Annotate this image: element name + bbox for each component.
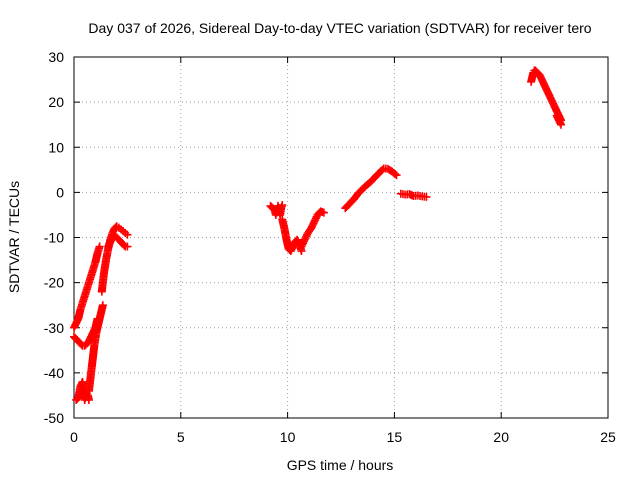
data-point (123, 230, 132, 239)
data-point (84, 395, 93, 404)
y-tick-label: 20 (48, 94, 64, 110)
data-point (557, 120, 566, 129)
data-segment-9 (341, 164, 401, 213)
tick-labels: 0 5 10 15 20 25 -50 -40 -30 -20 -10 0 10 20 30 (44, 49, 616, 445)
x-tick-label: 15 (387, 429, 403, 445)
data-point (391, 170, 400, 179)
data-segment-10 (396, 189, 431, 201)
y-tick-label: -30 (44, 320, 64, 336)
data-segment-7 (278, 215, 306, 256)
data-segment-12 (552, 111, 566, 129)
data-point (98, 301, 107, 310)
data-point (422, 192, 431, 201)
data-segment-5 (104, 231, 132, 251)
data-segment-3 (84, 301, 107, 395)
data-series (70, 66, 566, 404)
chart-title: Day 037 of 2026, Sidereal Day-to-day VTE… (88, 20, 591, 36)
data-point (378, 165, 387, 174)
x-tick-label: 25 (600, 429, 616, 445)
data-point (392, 171, 401, 180)
data-point (319, 208, 328, 217)
y-tick-label: -10 (44, 230, 64, 246)
y-tick-label: 10 (48, 139, 64, 155)
y-tick-label: 0 (56, 184, 64, 200)
grid-lines (74, 57, 608, 418)
data-point (123, 242, 132, 251)
x-tick-label: 5 (177, 429, 185, 445)
data-point (95, 242, 104, 251)
x-tick-label: 20 (493, 429, 509, 445)
y-tick-label: -20 (44, 275, 64, 291)
data-segment-1 (70, 242, 104, 332)
y-tick-label: -40 (44, 365, 64, 381)
data-segment-8 (297, 207, 328, 251)
x-tick-label: 10 (280, 429, 296, 445)
data-point (278, 201, 287, 210)
x-axis-label: GPS time / hours (287, 457, 394, 473)
x-tick-label: 0 (70, 429, 78, 445)
y-axis-label: SDTVAR / TECUs (6, 181, 22, 293)
y-tick-label: -50 (44, 410, 64, 426)
data-segment-2 (72, 377, 93, 404)
y-tick-label: 30 (48, 49, 64, 65)
plot-frame (73, 56, 609, 419)
data-segment-6 (266, 201, 287, 219)
